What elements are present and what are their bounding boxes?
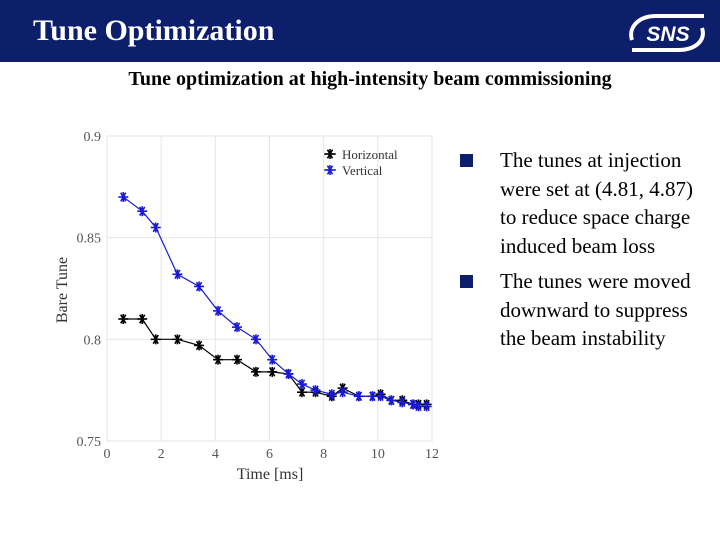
vertical-data-point: [297, 379, 307, 390]
y-tick-label: 0.8: [84, 333, 102, 348]
bullet-text: The tunes were moved downward to suppres…: [500, 269, 691, 350]
horizontal-data-point: [194, 340, 205, 351]
horizontal-series-line: [123, 318, 427, 405]
sns-logo-icon: SNS: [629, 14, 705, 52]
vertical-data-point: [375, 391, 386, 402]
x-tick-label: 6: [266, 447, 273, 462]
vertical-data-point: [337, 387, 348, 398]
x-tick-label: 4: [212, 447, 219, 462]
vertical-series-line: [122, 196, 427, 407]
x-tick-label: 2: [158, 447, 165, 462]
vertical-data-point: [353, 391, 364, 402]
y-tick-label: 0.9: [84, 130, 102, 145]
vertical-data-point: [421, 401, 432, 412]
bare-tune-chart: 0 2 4 6 8 10 12 0.75 0.8 0.85 0.9 Time [ms] Bare T…: [54, 130, 439, 483]
square-bullet-icon: [460, 275, 473, 288]
x-tick-label: 0: [104, 447, 111, 462]
bullet-item: The tunes at injection were set at (4.81…: [460, 146, 710, 260]
vertical-data-point: [267, 354, 278, 365]
legend-marker: [325, 165, 335, 175]
vertical-data-point: [118, 192, 129, 202]
slide-title: Tune Optimization: [33, 14, 275, 47]
horizontal-data-point: [267, 366, 278, 377]
slide-header: Tune Optimization SNS: [0, 0, 720, 62]
x-tick-label: 12: [425, 447, 439, 462]
horizontal-data-point: [118, 314, 129, 324]
vertical-data-point: [310, 385, 321, 396]
x-tick-label: 10: [371, 447, 385, 462]
horizontal-data-point: [150, 334, 161, 345]
vertical-data-point: [172, 269, 183, 280]
y-axis-label: Bare Tune: [54, 257, 71, 323]
square-bullet-icon: [460, 154, 473, 167]
horizontal-data-point: [250, 366, 261, 377]
vertical-data-point: [232, 322, 242, 333]
y-tick-label: 0.75: [77, 435, 102, 450]
x-tick-label: 8: [320, 447, 327, 462]
slide-subtitle: Tune optimization at high-intensity beam…: [128, 68, 612, 90]
vertical-data-point: [213, 305, 224, 316]
vertical-data-point: [367, 391, 378, 402]
x-axis-label: Time [ms]: [237, 466, 304, 483]
vertical-data-point: [326, 389, 337, 400]
legend-label-horizontal: Horizontal: [342, 147, 398, 162]
vertical-data-point: [150, 222, 161, 233]
vertical-data-point: [283, 368, 294, 379]
horizontal-data-point: [213, 354, 224, 365]
logo-text: SNS: [646, 23, 689, 46]
bullet-item: The tunes were moved downward to suppres…: [460, 267, 710, 353]
legend-marker: [325, 149, 335, 159]
vertical-data-point: [397, 397, 408, 408]
legend-label-vertical: Vertical: [342, 163, 383, 178]
vertical-data-point: [194, 281, 205, 292]
y-tick-label: 0.85: [77, 232, 102, 247]
bullet-list: The tunes at injection were set at (4.81…: [460, 146, 710, 360]
horizontal-data-point: [172, 334, 183, 345]
bullet-text: The tunes at injection were set at (4.81…: [500, 148, 694, 258]
vertical-data-point: [386, 395, 397, 406]
horizontal-data-point: [232, 354, 242, 365]
horizontal-data-point: [137, 314, 148, 324]
vertical-data-point: [250, 334, 261, 345]
vertical-data-point: [137, 206, 148, 217]
